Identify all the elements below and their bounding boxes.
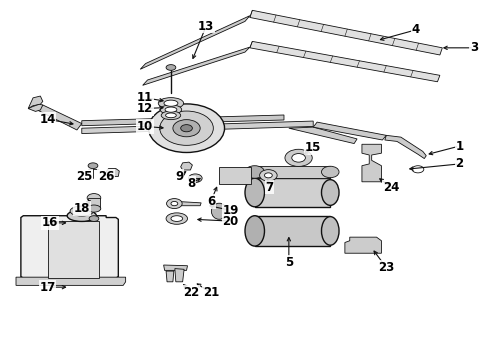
Ellipse shape [211, 203, 227, 219]
Text: 10: 10 [137, 120, 153, 133]
Text: 4: 4 [412, 23, 419, 36]
Text: 9: 9 [175, 170, 183, 183]
Text: 7: 7 [265, 181, 273, 194]
Polygon shape [143, 47, 250, 85]
Text: 18: 18 [74, 202, 90, 215]
Ellipse shape [321, 217, 339, 245]
Ellipse shape [166, 213, 188, 224]
Polygon shape [28, 104, 43, 111]
Ellipse shape [67, 210, 97, 221]
Bar [219, 167, 251, 184]
Ellipse shape [292, 154, 305, 162]
Ellipse shape [265, 173, 272, 178]
Polygon shape [250, 10, 442, 55]
Ellipse shape [89, 216, 99, 221]
Ellipse shape [161, 111, 181, 120]
Ellipse shape [160, 111, 213, 145]
Text: 23: 23 [378, 261, 394, 274]
Ellipse shape [148, 104, 224, 153]
Text: 5: 5 [285, 256, 293, 269]
Polygon shape [107, 168, 119, 176]
Text: 2: 2 [455, 157, 464, 170]
Ellipse shape [412, 166, 424, 173]
Ellipse shape [171, 202, 178, 206]
Text: 15: 15 [305, 141, 321, 154]
Polygon shape [164, 265, 188, 270]
Text: 13: 13 [198, 20, 214, 33]
Text: 8: 8 [187, 177, 196, 190]
Polygon shape [181, 162, 193, 170]
Polygon shape [175, 269, 184, 282]
Text: 22: 22 [183, 286, 199, 299]
Ellipse shape [87, 205, 101, 212]
Polygon shape [166, 271, 174, 282]
Polygon shape [177, 202, 201, 206]
Ellipse shape [181, 125, 193, 132]
Text: 19: 19 [222, 204, 239, 217]
Polygon shape [48, 221, 99, 278]
Ellipse shape [245, 166, 265, 178]
Ellipse shape [189, 174, 202, 183]
Text: 21: 21 [203, 286, 219, 299]
Text: 1: 1 [455, 140, 464, 153]
Ellipse shape [260, 170, 277, 181]
Polygon shape [82, 121, 313, 134]
Polygon shape [82, 115, 284, 126]
Ellipse shape [166, 64, 176, 70]
Polygon shape [140, 16, 250, 69]
Text: 12: 12 [137, 102, 153, 115]
Ellipse shape [245, 178, 265, 207]
Ellipse shape [70, 206, 94, 216]
Text: 24: 24 [383, 181, 399, 194]
Polygon shape [289, 127, 357, 144]
Bar [255, 178, 330, 207]
Ellipse shape [87, 194, 101, 202]
Ellipse shape [321, 180, 339, 205]
Text: 16: 16 [42, 216, 58, 229]
Text: 25: 25 [76, 170, 93, 183]
Ellipse shape [321, 166, 339, 178]
Ellipse shape [285, 149, 312, 166]
Bar [255, 166, 330, 178]
Ellipse shape [158, 98, 184, 109]
Polygon shape [345, 237, 381, 253]
Ellipse shape [173, 120, 200, 137]
Polygon shape [16, 277, 125, 285]
Polygon shape [21, 216, 118, 278]
Polygon shape [362, 144, 381, 182]
Text: 6: 6 [207, 195, 215, 208]
Text: 26: 26 [98, 170, 114, 183]
Ellipse shape [166, 113, 176, 118]
Polygon shape [385, 135, 426, 158]
Text: 3: 3 [470, 41, 478, 54]
Text: 20: 20 [222, 215, 239, 228]
Bar [255, 216, 330, 246]
Polygon shape [250, 41, 440, 82]
Bar [88, 198, 100, 208]
Text: 14: 14 [40, 113, 56, 126]
Ellipse shape [160, 105, 182, 114]
Polygon shape [313, 122, 386, 140]
Polygon shape [38, 105, 82, 130]
Ellipse shape [88, 163, 98, 168]
Polygon shape [28, 96, 43, 109]
Ellipse shape [165, 107, 177, 112]
Text: 11: 11 [137, 91, 153, 104]
Ellipse shape [167, 199, 182, 208]
Ellipse shape [164, 100, 178, 106]
Ellipse shape [171, 216, 183, 221]
Text: 17: 17 [40, 281, 56, 294]
Ellipse shape [245, 216, 265, 246]
